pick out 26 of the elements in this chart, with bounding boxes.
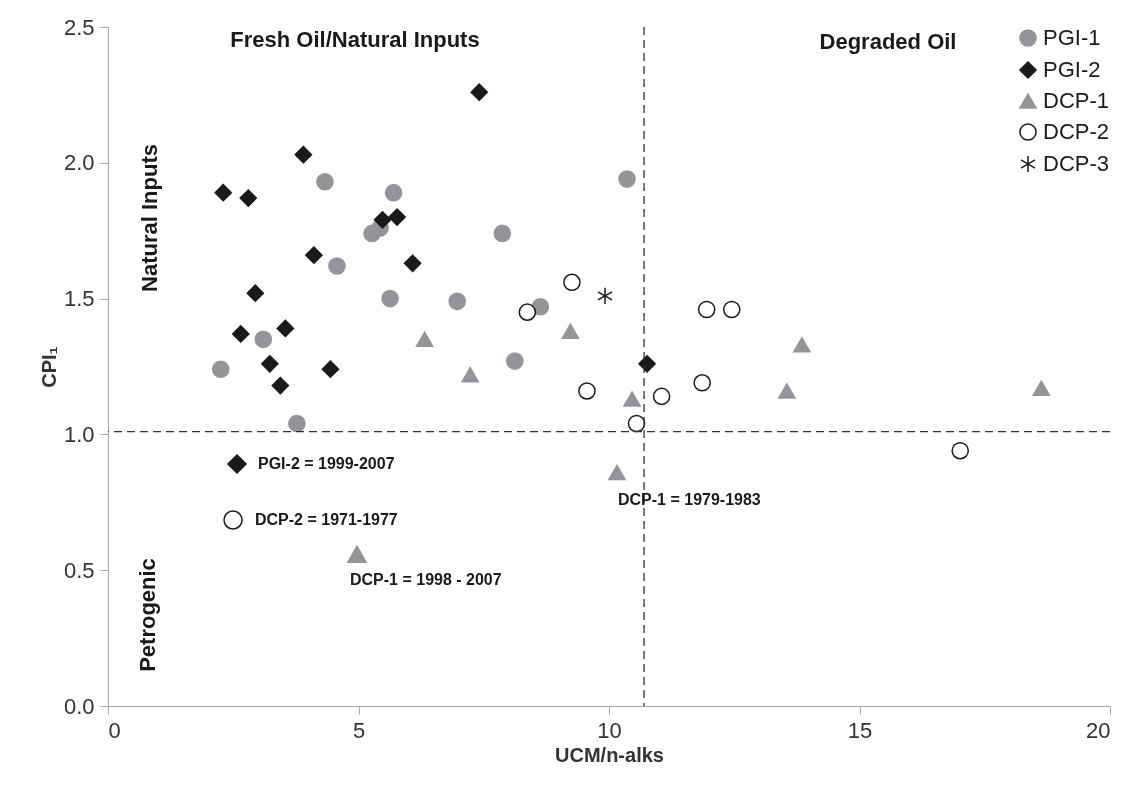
y-tick-label: 0.5: [63, 557, 95, 583]
annotation: DCP-2 = 1971-1977: [255, 511, 398, 528]
annotation: Natural Inputs: [137, 144, 162, 292]
y-tick-label: 1.0: [63, 421, 95, 447]
y-tick-label: 2.0: [63, 150, 95, 176]
legend-label: DCP-1: [1043, 88, 1110, 113]
annotation: Degraded Oil: [819, 29, 957, 54]
x-tick-label: 20: [1086, 717, 1111, 743]
legend-label: DCP-2: [1043, 119, 1110, 144]
annotation: DCP-1 = 1979-1983: [618, 491, 761, 508]
annotation: Fresh Oil/Natural Inputs: [230, 27, 480, 52]
legend-label: PGI-1: [1043, 25, 1101, 50]
y-tick-label: 2.5: [63, 14, 95, 40]
x-axis-title: UCM/n-alks: [555, 743, 664, 766]
legend-label: DCP-3: [1043, 151, 1110, 176]
y-tick-label: 1.5: [63, 286, 95, 312]
annotation: Petrogenic: [135, 558, 160, 672]
y-tick-label: 0.0: [63, 693, 95, 719]
annotation: DCP-1 = 1998 - 2007: [350, 571, 502, 588]
annotation: PGI-2 = 1999-2007: [258, 455, 395, 472]
y-axis-title: CPI₁: [37, 346, 60, 388]
x-tick-label: 15: [847, 717, 873, 743]
x-tick-label: 10: [597, 717, 622, 743]
x-tick-label: 0: [108, 717, 121, 743]
legend-label: PGI-2: [1043, 57, 1101, 82]
x-tick-label: 5: [352, 717, 366, 743]
